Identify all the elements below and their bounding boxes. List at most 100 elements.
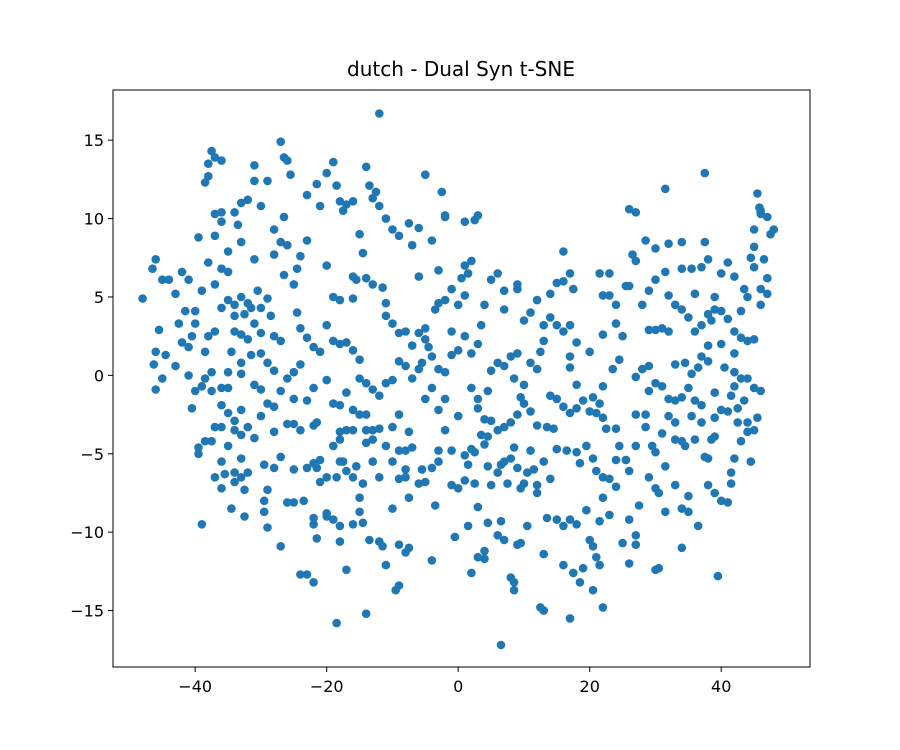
data-point	[240, 309, 249, 319]
data-point	[322, 320, 332, 330]
data-point	[269, 331, 279, 341]
data-point	[276, 386, 286, 396]
data-point	[467, 349, 476, 358]
data-point	[598, 382, 608, 391]
data-point	[394, 446, 404, 455]
data-point	[447, 284, 456, 294]
data-point	[532, 421, 542, 430]
data-point	[595, 399, 604, 408]
data-point	[312, 418, 322, 427]
data-point	[519, 399, 529, 408]
data-point	[375, 537, 384, 546]
data-point	[661, 462, 670, 471]
data-point	[217, 457, 226, 466]
data-point	[365, 181, 374, 190]
data-point	[381, 560, 391, 570]
data-point	[223, 441, 233, 451]
data-point	[697, 400, 706, 410]
data-point	[736, 333, 746, 343]
data-point	[710, 305, 719, 314]
data-point	[552, 444, 562, 454]
data-point	[269, 366, 279, 376]
data-point	[618, 538, 627, 548]
data-point	[605, 474, 614, 484]
data-point	[457, 273, 466, 283]
data-point	[315, 201, 325, 211]
data-point	[417, 465, 427, 474]
data-point	[381, 378, 391, 388]
data-point	[707, 316, 716, 325]
data-point	[588, 585, 598, 595]
data-point	[421, 477, 430, 487]
data-point	[559, 277, 568, 286]
data-point	[440, 295, 450, 305]
data-point	[690, 289, 700, 299]
data-point	[588, 393, 598, 402]
data-point	[611, 455, 621, 465]
data-point	[210, 153, 220, 162]
data-point	[483, 518, 493, 528]
data-point	[559, 521, 568, 531]
data-point	[236, 473, 246, 482]
data-point	[664, 394, 673, 404]
data-point	[243, 468, 253, 477]
x-tick-label: 0	[453, 677, 463, 696]
data-point	[329, 157, 338, 167]
data-point	[207, 146, 216, 156]
data-point	[404, 543, 414, 553]
data-point	[730, 382, 739, 391]
data-point	[592, 552, 601, 562]
data-point	[677, 305, 687, 314]
data-point	[289, 394, 299, 404]
data-point	[493, 425, 503, 435]
data-point	[197, 286, 207, 296]
data-point	[631, 208, 641, 217]
data-point	[236, 198, 246, 208]
data-point	[348, 346, 358, 355]
data-point	[730, 454, 739, 463]
data-point	[546, 391, 555, 401]
data-point	[223, 367, 233, 377]
data-point	[542, 513, 552, 523]
data-point	[154, 325, 164, 335]
data-point	[256, 328, 266, 338]
data-point	[486, 275, 496, 285]
data-point	[427, 463, 437, 473]
data-point	[559, 247, 568, 256]
data-point	[532, 488, 542, 498]
data-point	[569, 568, 578, 578]
data-point	[755, 203, 764, 212]
data-point	[651, 378, 660, 388]
data-point	[572, 447, 581, 457]
data-point	[476, 430, 486, 440]
data-point	[661, 267, 670, 277]
data-point	[335, 457, 345, 466]
data-point	[453, 346, 463, 355]
data-point	[513, 540, 522, 549]
x-tick-label: 40	[711, 677, 731, 696]
data-point	[499, 457, 509, 466]
data-point	[460, 291, 470, 300]
data-point	[493, 468, 503, 477]
data-point	[200, 436, 210, 446]
data-point	[506, 454, 516, 463]
data-point	[739, 396, 749, 405]
data-point	[447, 327, 456, 336]
data-point	[513, 463, 522, 473]
data-point	[289, 367, 299, 377]
data-point	[697, 352, 706, 361]
data-point	[243, 195, 253, 205]
data-point	[690, 396, 700, 405]
data-point	[463, 460, 473, 470]
data-point	[657, 382, 667, 391]
data-point	[335, 427, 345, 437]
data-point	[710, 488, 719, 498]
data-point	[763, 289, 772, 299]
data-point	[223, 408, 233, 418]
data-point	[329, 292, 338, 302]
data-point	[204, 159, 213, 168]
data-point	[151, 385, 160, 394]
data-point	[746, 253, 756, 263]
data-point	[460, 331, 470, 341]
data-point	[296, 251, 305, 261]
